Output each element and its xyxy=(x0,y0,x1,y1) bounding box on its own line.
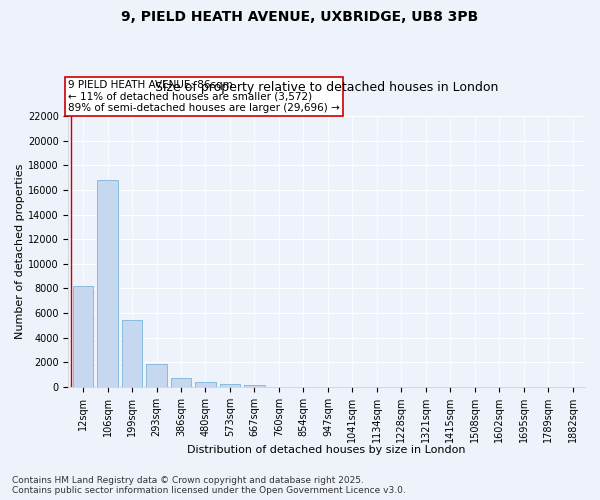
Y-axis label: Number of detached properties: Number of detached properties xyxy=(15,164,25,339)
Bar xyxy=(122,320,142,387)
Bar xyxy=(73,286,94,387)
X-axis label: Distribution of detached houses by size in London: Distribution of detached houses by size … xyxy=(187,445,466,455)
Title: Size of property relative to detached houses in London: Size of property relative to detached ho… xyxy=(155,81,499,94)
Text: 9, PIELD HEATH AVENUE, UXBRIDGE, UB8 3PB: 9, PIELD HEATH AVENUE, UXBRIDGE, UB8 3PB xyxy=(121,10,479,24)
Bar xyxy=(146,364,167,387)
Bar xyxy=(97,180,118,387)
Bar xyxy=(220,384,241,387)
Text: 9 PIELD HEATH AVENUE: 86sqm
← 11% of detached houses are smaller (3,572)
89% of : 9 PIELD HEATH AVENUE: 86sqm ← 11% of det… xyxy=(68,80,340,114)
Bar xyxy=(195,382,216,387)
Bar xyxy=(170,378,191,387)
Text: Contains HM Land Registry data © Crown copyright and database right 2025.
Contai: Contains HM Land Registry data © Crown c… xyxy=(12,476,406,495)
Bar xyxy=(244,385,265,387)
